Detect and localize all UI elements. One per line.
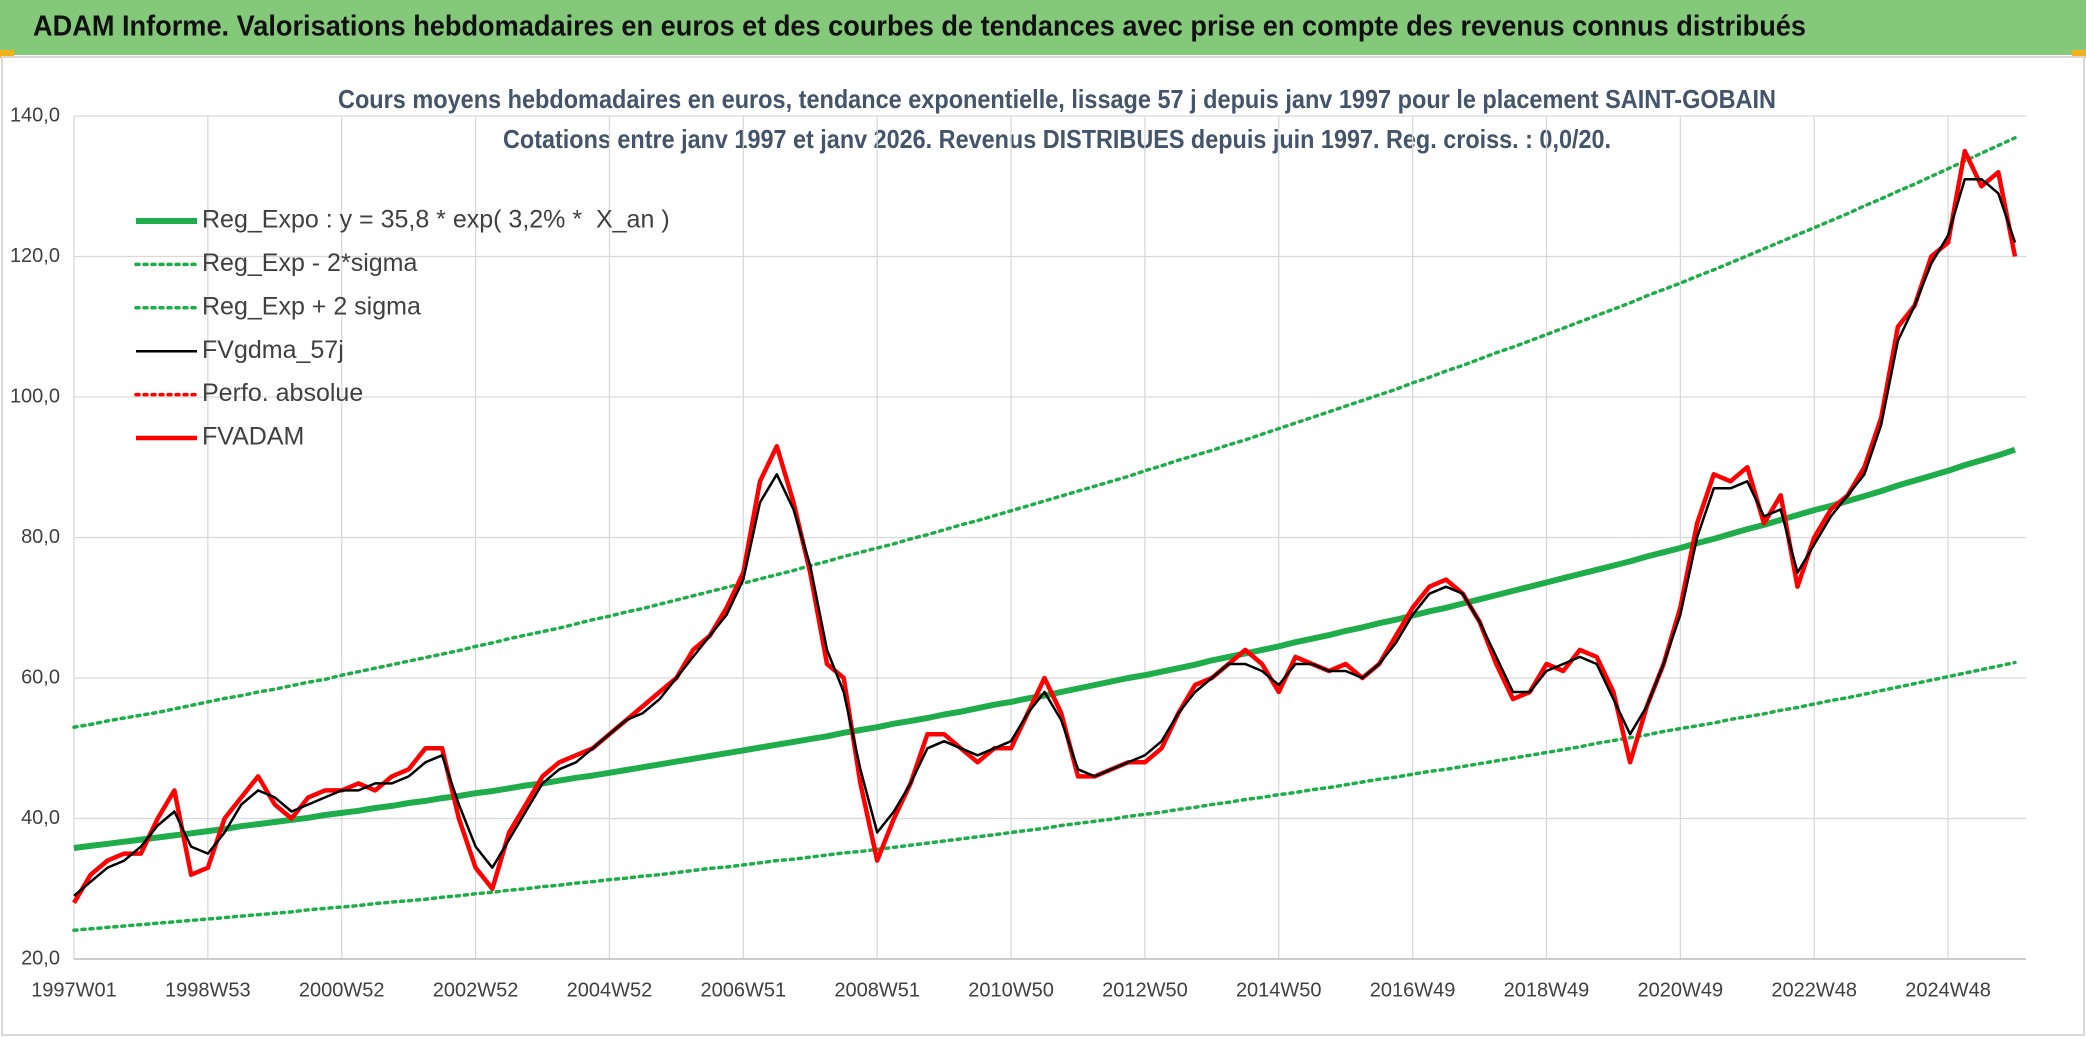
banner <box>0 0 2086 55</box>
y-tick-label: 120,0 <box>10 245 60 267</box>
x-tick-label: 2016W49 <box>1370 979 1456 1001</box>
x-tick-label: 2012W50 <box>1102 979 1188 1001</box>
y-tick-label: 40,0 <box>21 807 60 829</box>
x-tick-label: 2010W50 <box>968 979 1054 1001</box>
corner <box>2072 50 2086 58</box>
series-line <box>73 177 2017 897</box>
legend-label: Reg_Exp - 2*sigma <box>202 249 417 277</box>
legend-label: Reg_Exp + 2 sigma <box>202 292 421 320</box>
plot-lines <box>72 136 2018 932</box>
y-tick-label: 60,0 <box>21 666 60 688</box>
legend-label: FVgdma_57j <box>202 336 344 364</box>
x-tick-label: 2014W50 <box>1236 979 1322 1001</box>
x-tick-label: 2008W51 <box>834 979 920 1001</box>
chart-subtitle: Cotations entre janv 1997 et janv 2026. … <box>503 124 1611 154</box>
corner <box>0 50 14 58</box>
y-tick-label: 100,0 <box>10 385 60 407</box>
y-tick-label: 80,0 <box>21 526 60 548</box>
x-tick-label: 2020W49 <box>1638 979 1724 1001</box>
y-tick-label: 140,0 <box>10 104 60 126</box>
legend: Reg_Expo : y = 35,8 * exp( 3,2% * X_an )… <box>134 206 670 451</box>
series-line <box>72 660 2017 932</box>
x-tick-label: 1998W53 <box>165 979 251 1001</box>
x-tick-label: 2024W48 <box>1905 979 1991 1001</box>
x-tick-label: 2000W52 <box>299 979 385 1001</box>
banner-title: ADAM Informe. Valorisations hebdomadaire… <box>33 11 1806 43</box>
legend-label: Reg_Expo : y = 35,8 * exp( 3,2% * X_an ) <box>202 206 670 234</box>
x-tick-label: 1997W01 <box>31 979 117 1001</box>
chart-frame <box>1 56 2085 1036</box>
series-line <box>72 148 2018 904</box>
x-tick-label: 2022W48 <box>1771 979 1857 1001</box>
x-tick-label: 2002W52 <box>433 979 519 1001</box>
x-tick-label: 2006W51 <box>700 979 786 1001</box>
x-tick-label: 2018W49 <box>1504 979 1590 1001</box>
series-line <box>72 136 2017 729</box>
grid: 20,0 40,0 60,0 80,0 100,0 120,0 140,0 1997W01 19… <box>10 104 2026 1001</box>
legend-label: Perfo. absolue <box>202 379 363 407</box>
chart-title: Cours moyens hebdomadaires en euros, ten… <box>338 84 1776 114</box>
y-tick-label: 20,0 <box>21 947 60 969</box>
x-tick-label: 2004W52 <box>567 979 653 1001</box>
legend-label: FVADAM <box>202 423 304 451</box>
